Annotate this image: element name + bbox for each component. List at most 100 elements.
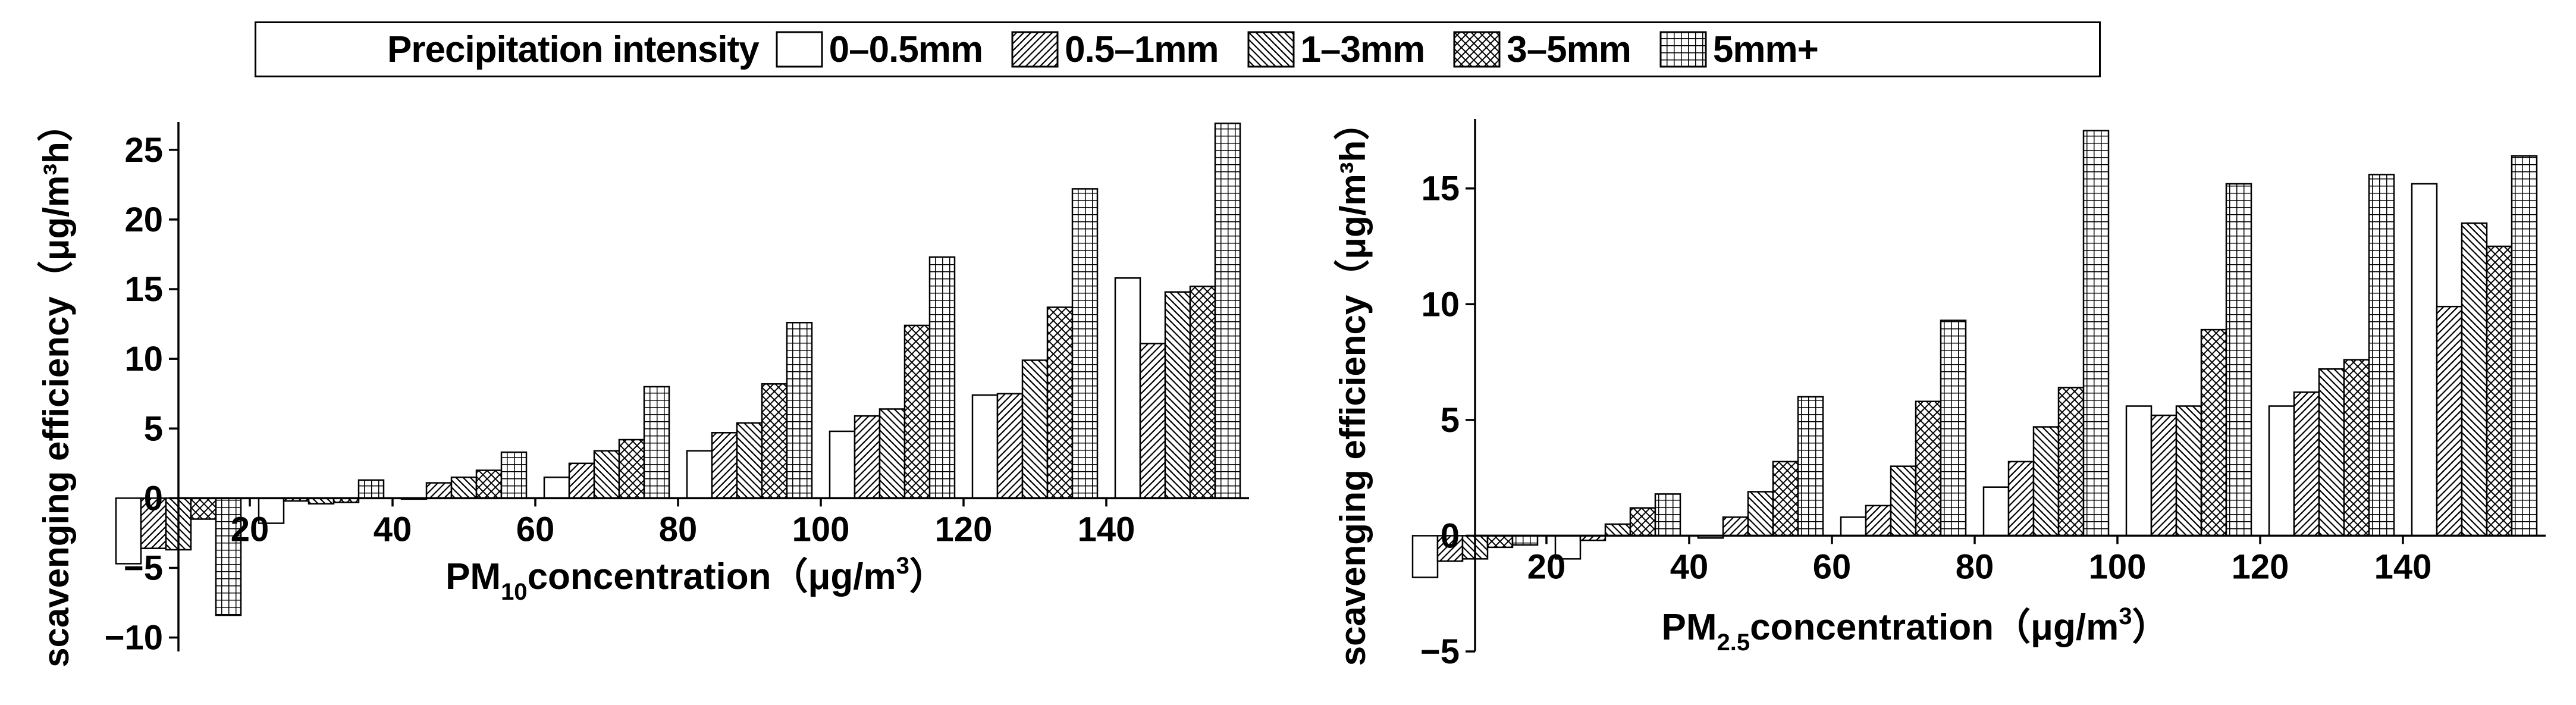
x-tick-label: 20: [1527, 547, 1566, 586]
bar-4-1: [2007, 460, 2035, 537]
y-tick-label: 25: [124, 131, 163, 170]
bar-5-3: [903, 324, 931, 499]
y-tick-label: 0: [144, 479, 163, 518]
bar-2-4: [500, 451, 528, 499]
x-tick-label: 40: [374, 510, 412, 549]
y-tick-label: 5: [1441, 401, 1460, 440]
bar-4-3: [2057, 387, 2085, 537]
y-tick-label: 0: [1441, 516, 1460, 555]
bar-4-4: [786, 322, 813, 499]
legend-item-2: 1–3mm: [1247, 29, 1425, 71]
y-tick-label: 10: [1421, 285, 1460, 324]
bar-3-2: [593, 450, 620, 499]
y-tick-label: 10: [124, 340, 163, 378]
bar-3-1: [1865, 505, 1892, 537]
y-tick-label: −5: [124, 549, 163, 587]
bar-4-0: [1982, 486, 2010, 537]
bar-6-0: [971, 394, 999, 499]
legend-label: 1–3mm: [1300, 29, 1426, 70]
y-tick-label: 5: [144, 409, 163, 448]
x-tick-label: 40: [1670, 547, 1709, 586]
bar-3-4: [643, 386, 670, 499]
bar-6-4: [1071, 188, 1099, 499]
x-tick-label: 80: [1956, 547, 1994, 586]
bar-3-2: [1890, 465, 1917, 537]
bar-5-2: [878, 408, 906, 499]
bar-6-2: [2318, 368, 2345, 537]
bar-5-3: [2200, 328, 2227, 537]
x-tick-label: 20: [231, 510, 269, 549]
bar-6-1: [996, 393, 1024, 499]
pm25-chart: −5 0 5 10 15 20 40 60 80 100 120 140 PM2.5concentrat…: [1333, 105, 2546, 671]
bar-7-3: [1189, 286, 1216, 499]
bar-1-4: [357, 479, 385, 499]
bar-0-0: [115, 497, 142, 565]
bar-5-1: [2150, 414, 2177, 537]
chart-legend: Precipitation intensity 0–0.5mm 0.5–1mm 1–…: [255, 21, 2101, 77]
bar-0-4: [1511, 535, 1539, 546]
legend-label: 3–5mm: [1507, 29, 1631, 70]
bar-0-3: [1486, 535, 1514, 549]
bar-5-4: [2225, 183, 2252, 537]
x-axis-label: PM10concentration（μg/m3）: [445, 553, 946, 605]
y-tick-label: 20: [124, 200, 163, 239]
bar-7-1: [2436, 305, 2463, 537]
bar-4-1: [711, 432, 738, 499]
bar-3-0: [543, 476, 570, 499]
x-tick-label: 140: [2374, 547, 2432, 586]
pm10-chart: −10 −5 0 5 10 15 20 25 20 40 60 80 100 120 140 PM10conc…: [36, 106, 1249, 668]
bar-4-4: [2082, 130, 2110, 537]
x-tick-label: 100: [792, 510, 850, 549]
legend-label: 0–0.5mm: [829, 29, 983, 70]
x-tick-label: 120: [935, 510, 993, 549]
bar-0-1: [140, 497, 167, 549]
x-tick-label: 100: [2089, 547, 2147, 586]
bar-3-1: [568, 462, 595, 499]
bar-3-4: [1940, 319, 1967, 537]
legend-item-0: 0–0.5mm: [776, 29, 983, 71]
bar-2-2: [450, 476, 478, 499]
bar-7-1: [1139, 343, 1166, 499]
bar-4-2: [2032, 426, 2060, 537]
bar-7-0: [1114, 277, 1141, 499]
y-tick-label: 15: [124, 270, 163, 309]
bar-6-2: [1021, 359, 1049, 499]
bar-7-4: [1214, 123, 1241, 499]
bar-1-2: [1604, 523, 1631, 537]
x-tick-label: 120: [2232, 547, 2289, 586]
bar-6-4: [2368, 174, 2395, 537]
bar-0-4: [215, 497, 242, 616]
bar-7-4: [2511, 155, 2538, 537]
legend-swatch: [776, 31, 823, 68]
bar-4-0: [686, 450, 713, 499]
bar-7-0: [2411, 183, 2438, 537]
x-tick-label: 140: [1078, 510, 1135, 549]
y-tick-label: −10: [105, 619, 163, 657]
bar-4-3: [761, 383, 788, 499]
bar-2-1: [1722, 516, 1749, 537]
legend-label: 5mm+: [1712, 29, 1819, 70]
bar-3-0: [1840, 516, 1867, 537]
bar-3-3: [618, 438, 645, 499]
legend-item-3: 3–5mm: [1453, 29, 1631, 71]
x-tick-label: 60: [1813, 547, 1852, 586]
bar-1-4: [1654, 493, 1681, 537]
bar-0-3: [190, 497, 217, 520]
bar-2-3: [1772, 460, 1799, 537]
bar-2-3: [475, 469, 503, 499]
x-tick-label: 60: [516, 510, 555, 549]
y-tick-label: 15: [1421, 170, 1460, 208]
bar-6-3: [2343, 359, 2370, 537]
bar-1-0: [1554, 535, 1582, 560]
bar-7-3: [2486, 245, 2513, 537]
bar-5-1: [854, 415, 881, 499]
bar-4-2: [736, 422, 763, 499]
bar-5-0: [829, 430, 856, 499]
x-axis-label: PM2.5concentration（μg/m3）: [1662, 603, 2169, 656]
y-axis-label: scavenging efficiency（μg/m³h）: [1333, 105, 1373, 666]
legend-item-4: 5mm+: [1659, 29, 1819, 71]
legend-swatch: [1453, 31, 1501, 68]
bar-6-3: [1046, 306, 1074, 499]
y-tick-label: −5: [1420, 632, 1460, 671]
bar-5-0: [2125, 405, 2153, 537]
